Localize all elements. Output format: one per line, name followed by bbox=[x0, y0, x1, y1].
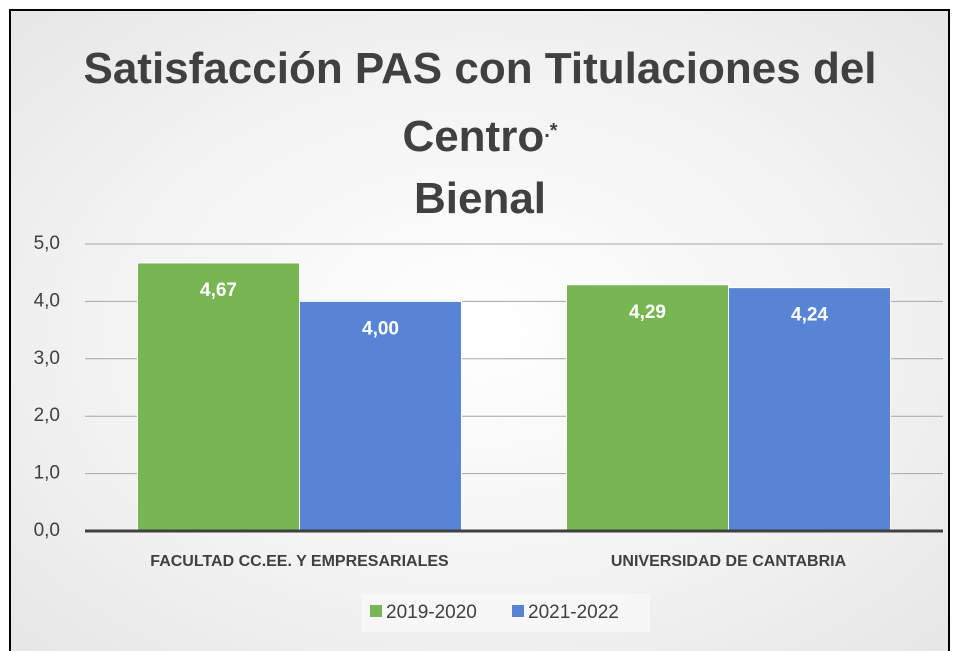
legend-label: 2021-2022 bbox=[528, 602, 619, 623]
title-note: .* bbox=[544, 120, 558, 142]
legend-swatch bbox=[512, 605, 524, 617]
chart-title-block: Satisfacción PAS con Titulaciones del Ce… bbox=[60, 38, 900, 230]
value-label: 4,29 bbox=[629, 302, 666, 323]
x-tick-label: FACULTAD CC.EE. Y EMPRESARIALES bbox=[150, 553, 449, 570]
y-tick-label: 2,0 bbox=[34, 405, 60, 426]
bar bbox=[299, 300, 462, 532]
chart-subtitle: Bienal bbox=[413, 174, 547, 223]
chart-title: Satisfacción PAS con Titulaciones del Ce… bbox=[83, 44, 877, 161]
bar bbox=[728, 287, 891, 532]
y-tick-label: 3,0 bbox=[34, 348, 60, 369]
value-label: 4,00 bbox=[362, 318, 399, 339]
y-tick-label: 1,0 bbox=[34, 463, 60, 484]
legend-label: 2019-2020 bbox=[386, 602, 477, 623]
value-label: 4,24 bbox=[791, 305, 828, 326]
legend-box bbox=[362, 594, 650, 632]
x-tick-label: UNIVERSIDAD DE CANTABRIA bbox=[611, 553, 847, 570]
y-tick-label: 0,0 bbox=[34, 520, 60, 541]
value-label: 4,67 bbox=[200, 280, 237, 301]
y-tick-label: 5,0 bbox=[34, 233, 60, 254]
y-tick-label: 4,0 bbox=[34, 290, 60, 311]
bar bbox=[566, 284, 729, 532]
legend-swatch bbox=[370, 605, 382, 617]
bar bbox=[137, 262, 300, 532]
